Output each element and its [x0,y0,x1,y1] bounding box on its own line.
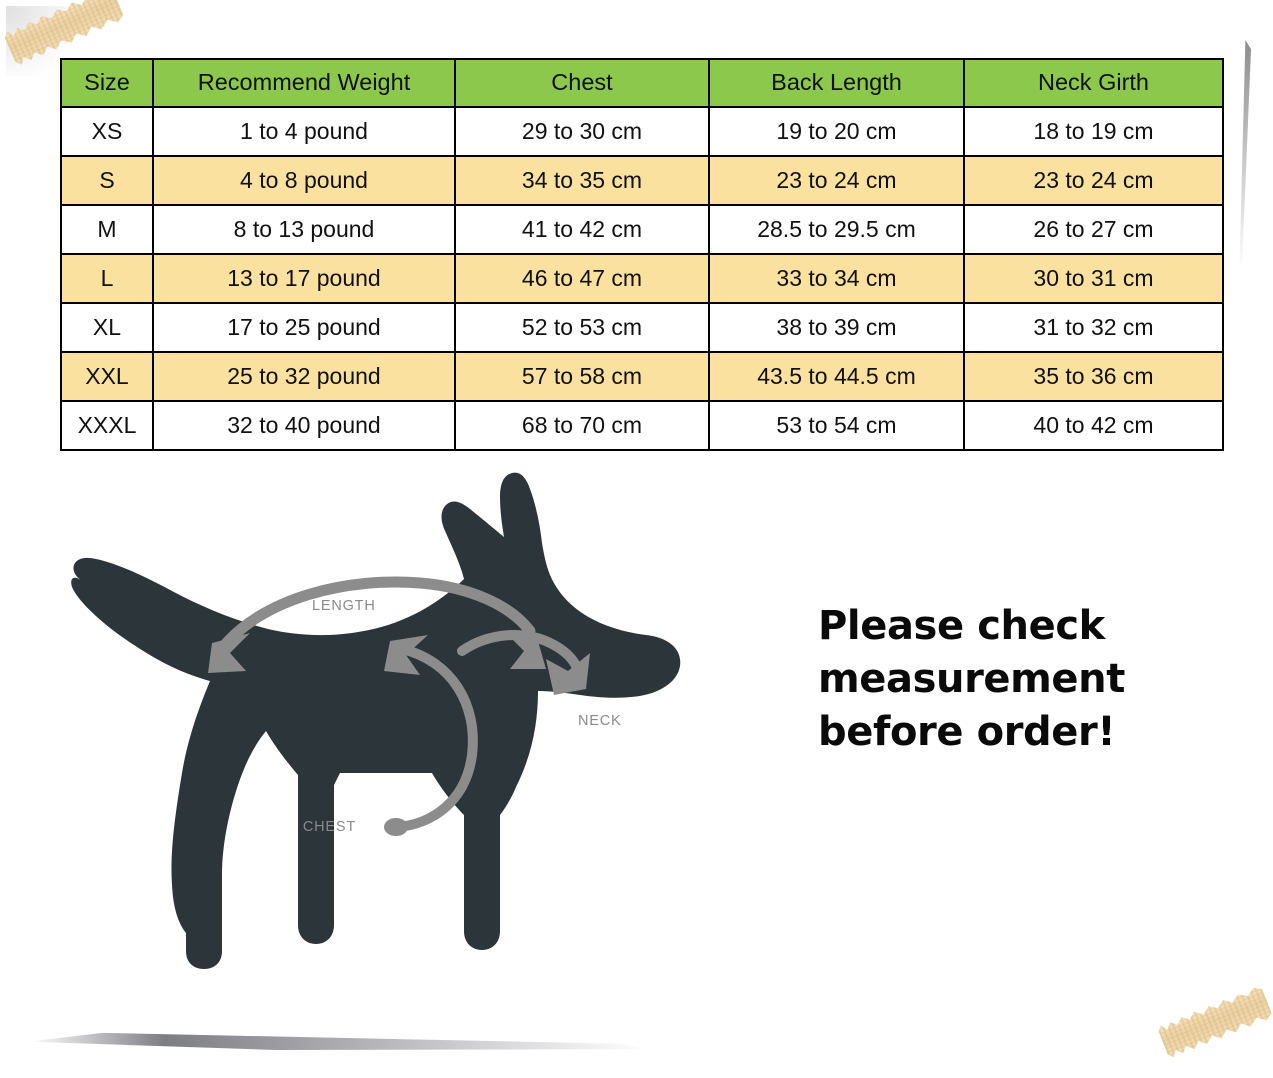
instruction-headline: Please check measurement before order! [818,600,1218,760]
size-chart-table: Size Recommend Weight Chest Back Length … [60,58,1224,451]
neck-label: NECK [578,713,622,729]
cell-chest: 29 to 30 cm [454,106,710,157]
headline-line-2: measurement [818,656,1125,703]
cell-weight: 32 to 40 pound [152,400,456,451]
table-body: XS 1 to 4 pound 29 to 30 cm 19 to 20 cm … [60,106,1224,451]
cell-back: 38 to 39 cm [708,302,965,353]
cell-back: 19 to 20 cm [708,106,965,157]
column-header-neck-girth: Neck Girth [963,58,1224,108]
chest-label: CHEST [303,819,356,835]
cell-neck: 31 to 32 cm [963,302,1224,353]
cell-chest: 52 to 53 cm [454,302,710,353]
cell-back: 33 to 34 cm [708,253,965,304]
cell-chest: 34 to 35 cm [454,155,710,206]
cell-chest: 46 to 47 cm [454,253,710,304]
table-row: XXL 25 to 32 pound 57 to 58 cm 43.5 to 4… [60,351,1224,402]
table-row: XL 17 to 25 pound 52 to 53 cm 38 to 39 c… [60,302,1224,353]
table-row: M 8 to 13 pound 41 to 42 cm 28.5 to 29.5… [60,204,1224,255]
cell-size: L [60,253,154,304]
headline-line-1: Please check [818,603,1105,649]
table-header-row: Size Recommend Weight Chest Back Length … [60,58,1224,108]
cell-back: 53 to 54 cm [708,400,965,451]
column-header-size: Size [60,58,154,108]
cell-weight: 4 to 8 pound [152,155,456,206]
table-row: XS 1 to 4 pound 29 to 30 cm 19 to 20 cm … [60,106,1224,157]
cell-weight: 8 to 13 pound [152,204,456,255]
table-row: L 13 to 17 pound 46 to 47 cm 33 to 34 cm… [60,253,1224,304]
cell-size: XL [60,302,154,353]
cell-size: XXXL [60,400,154,451]
page-edge-shadow-bottom [28,1032,648,1050]
length-label: LENGTH [312,598,376,614]
cell-neck: 18 to 19 cm [963,106,1224,157]
cell-chest: 57 to 58 cm [454,351,710,402]
cell-chest: 68 to 70 cm [454,400,710,451]
cell-neck: 40 to 42 cm [963,400,1224,451]
cell-weight: 25 to 32 pound [152,351,456,402]
cell-back: 23 to 24 cm [708,155,965,206]
length-measure-arrow-icon [208,576,546,673]
cell-weight: 13 to 17 pound [152,253,456,304]
table-row: S 4 to 8 pound 34 to 35 cm 23 to 24 cm 2… [60,155,1224,206]
column-header-back-length: Back Length [708,58,965,108]
chest-measure-arrow-icon [384,635,478,836]
headline-line-3: before order! [818,709,1116,756]
cell-size: XXL [60,351,154,402]
cell-size: XS [60,106,154,157]
page-edge-shadow-right [1239,40,1251,270]
cell-chest: 41 to 42 cm [454,204,710,255]
dog-silhouette-icon [71,472,681,969]
cell-neck: 23 to 24 cm [963,155,1224,206]
cell-size: S [60,155,154,206]
cell-weight: 17 to 25 pound [152,302,456,353]
column-header-weight: Recommend Weight [152,58,456,108]
neck-measure-arrow-icon [457,630,590,695]
cell-neck: 35 to 36 cm [963,351,1224,402]
cell-neck: 30 to 31 cm [963,253,1224,304]
masking-tape-bottom-right [1156,983,1273,1060]
cell-weight: 1 to 4 pound [152,106,456,157]
table-header: Size Recommend Weight Chest Back Length … [60,58,1224,108]
dog-measurement-diagram: LENGTH CHEST NECK [60,455,720,980]
cell-back: 28.5 to 29.5 cm [708,204,965,255]
cell-back: 43.5 to 44.5 cm [708,351,965,402]
column-header-chest: Chest [454,58,710,108]
cell-size: M [60,204,154,255]
table-row: XXXL 32 to 40 pound 68 to 70 cm 53 to 54… [60,400,1224,451]
cell-neck: 26 to 27 cm [963,204,1224,255]
